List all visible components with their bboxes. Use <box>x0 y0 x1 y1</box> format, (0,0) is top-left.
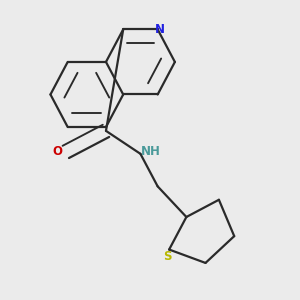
Text: O: O <box>52 146 62 158</box>
Text: N: N <box>154 23 165 36</box>
Text: NH: NH <box>141 146 161 158</box>
Text: S: S <box>163 250 172 263</box>
